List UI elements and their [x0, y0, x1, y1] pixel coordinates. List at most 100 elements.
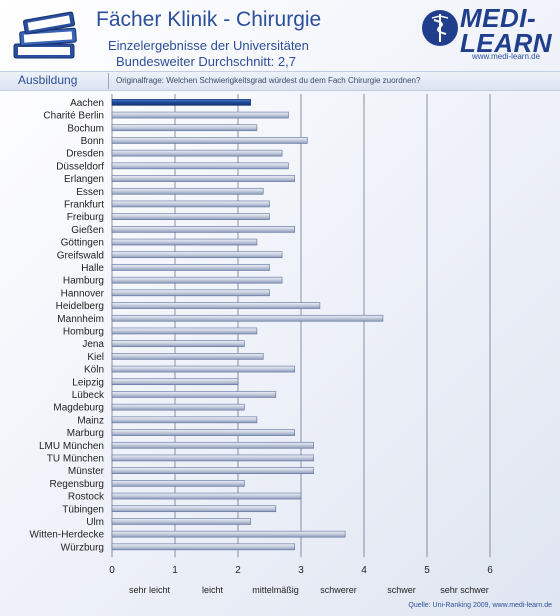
category-label: Halle	[81, 263, 104, 274]
category-label: Hamburg	[63, 276, 104, 287]
bar	[111, 518, 251, 525]
category-label: Aachen	[70, 98, 104, 109]
category-label: Greifswald	[57, 250, 104, 261]
category-label: LMU München	[39, 441, 104, 452]
x-tick-label: 4	[361, 565, 367, 576]
caduceus-logo-icon	[422, 10, 458, 46]
source-footer: Quelle: Uni-Ranking 2009, www.medi-learn…	[408, 602, 552, 609]
bar	[111, 505, 277, 513]
books-icon	[13, 11, 77, 59]
bar	[111, 467, 314, 474]
section-label: Ausbildung	[18, 73, 78, 87]
category-label: Lübeck	[72, 390, 105, 401]
category-label: Mannheim	[57, 314, 104, 325]
x-tick-label: 5	[424, 565, 430, 576]
bar	[111, 543, 295, 551]
logo-line-2: LEARN	[460, 28, 553, 58]
bar	[111, 365, 295, 373]
category-label: Würzburg	[61, 542, 104, 553]
bar	[111, 480, 245, 487]
page-title: Fächer Klinik - Chirurgie	[96, 8, 322, 31]
scale-label: leicht	[202, 585, 224, 595]
bar	[111, 137, 308, 144]
scale-label: sehr leicht	[129, 585, 171, 595]
category-label: Marburg	[67, 428, 104, 439]
bar	[111, 353, 264, 360]
bar	[111, 111, 289, 119]
bar	[111, 429, 295, 436]
x-tick-label: 3	[298, 565, 304, 576]
bar	[111, 276, 283, 284]
bar	[111, 238, 258, 246]
bar	[111, 175, 295, 182]
bar	[111, 441, 314, 449]
category-label: Dresden	[66, 149, 104, 160]
category-label: Magdeburg	[53, 403, 104, 414]
category-label: Kiel	[87, 352, 104, 363]
category-label: Ulm	[86, 517, 104, 528]
x-tick-label: 1	[172, 565, 178, 576]
x-tick-label: 2	[235, 565, 241, 576]
bar	[111, 99, 251, 106]
category-label: Homburg	[63, 326, 104, 337]
bar	[111, 378, 239, 386]
category-label: Tübingen	[62, 504, 104, 515]
scale-label: schwerer	[320, 585, 357, 595]
category-label: Hannover	[61, 288, 105, 299]
logo-url[interactable]: www.medi-learn.de	[472, 52, 541, 61]
bar	[111, 302, 321, 309]
bar	[111, 124, 258, 132]
x-tick-label: 6	[487, 565, 493, 576]
bar	[111, 213, 270, 220]
category-label: Göttingen	[61, 238, 104, 249]
category-label: Bochum	[67, 123, 104, 134]
bar	[111, 403, 245, 411]
banner-divider	[108, 73, 109, 89]
bar	[111, 162, 289, 170]
category-label: Witten-Herdecke	[30, 530, 105, 541]
subtitle-line-2: Bundesweiter Durchschnitt: 2,7	[116, 54, 296, 69]
bar	[111, 492, 302, 500]
bar	[111, 187, 264, 195]
subtitle-line-1: Einzelergebnisse der Universitäten	[108, 38, 309, 53]
category-label: Regensburg	[50, 479, 104, 490]
bar	[111, 391, 277, 398]
bar	[111, 340, 245, 347]
bar	[111, 530, 346, 538]
bar	[111, 327, 258, 335]
section-banner: Ausbildung Originalfrage: Welchen Schwie…	[0, 71, 560, 91]
bar	[111, 289, 270, 297]
bar	[111, 149, 283, 157]
category-label: Jena	[82, 339, 104, 350]
category-label: Köln	[84, 365, 104, 376]
scale-label: schwer	[387, 585, 416, 595]
scale-label: sehr schwer	[440, 585, 489, 595]
bar	[111, 454, 314, 462]
page-subtitle: Einzelergebnisse der Universitäten Bunde…	[108, 38, 309, 70]
scale-label: mittelmäßig	[252, 585, 299, 595]
bar	[111, 264, 270, 271]
bar	[111, 226, 295, 233]
category-label: Heidelberg	[56, 301, 104, 312]
original-question: Originalfrage: Welchen Schwierigkeitsgra…	[116, 76, 421, 85]
category-label: Frankfurt	[64, 199, 104, 210]
bar	[111, 314, 384, 322]
x-tick-label: 0	[109, 565, 115, 576]
category-label: Essen	[76, 187, 104, 198]
header: Fächer Klinik - Chirurgie Einzelergebnis…	[0, 0, 560, 72]
category-label: Charité Berlin	[43, 111, 104, 122]
category-label: Bonn	[81, 136, 104, 147]
logo-line-1: MEDI-	[460, 3, 537, 33]
category-label: Mainz	[77, 415, 104, 426]
category-label: Düsseldorf	[56, 161, 104, 172]
category-label: Leipzig	[72, 377, 104, 388]
brand-logo-text: MEDI- LEARN	[460, 3, 553, 58]
category-label: Erlangen	[64, 174, 104, 185]
category-label: Rostock	[68, 492, 105, 503]
bar	[111, 416, 258, 424]
category-label: Münster	[68, 466, 105, 477]
bar	[111, 200, 270, 208]
category-label: Freiburg	[67, 212, 104, 223]
bar	[111, 251, 283, 259]
